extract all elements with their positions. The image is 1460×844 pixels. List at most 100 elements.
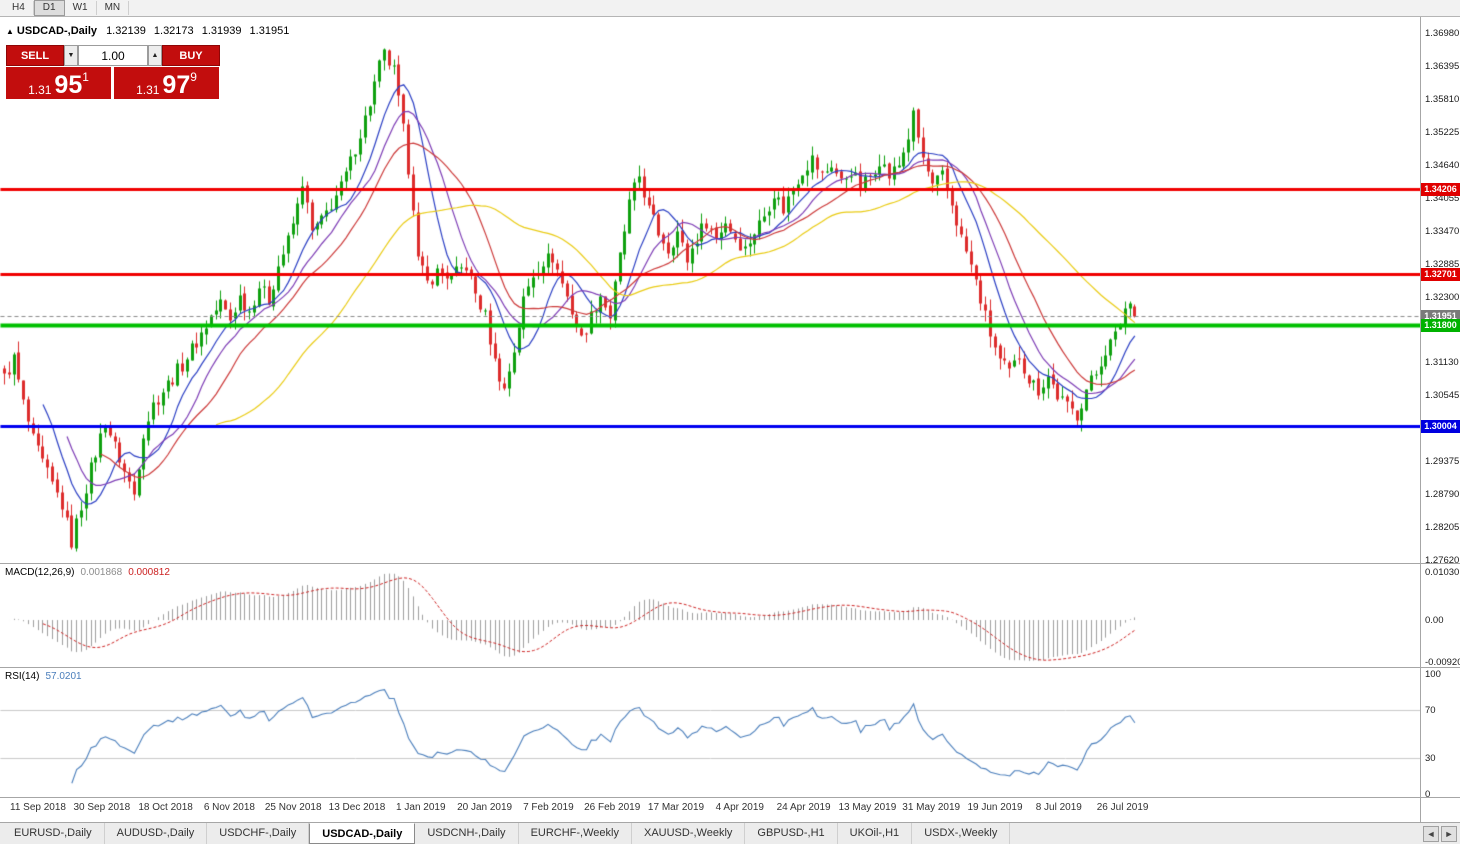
one-click-trading-widget: SELL ▼ 1.00 ▲ BUY 1.31 95 1 1.31 97 9 xyxy=(6,45,220,99)
timeframe-toolbar: H4 D1 W1 MN xyxy=(0,0,1460,17)
buy-price-display[interactable]: 1.31 97 9 xyxy=(114,67,219,99)
symbol-tab-strip: EURUSD-,Daily AUDUSD-,Daily USDCHF-,Daily U… xyxy=(0,823,1423,844)
date-axis-label: 13 Dec 2018 xyxy=(328,802,386,813)
sell-price-prefix: 1.31 xyxy=(28,83,52,97)
date-axis-label: 18 Oct 2018 xyxy=(138,802,193,813)
panel-separator xyxy=(0,797,1460,798)
tab-eurusd-daily[interactable]: EURUSD-,Daily xyxy=(2,823,105,844)
ohlc-low: 1.31939 xyxy=(201,25,242,37)
tab-scroll-right-icon[interactable]: ► xyxy=(1441,825,1457,842)
date-axis-label: 7 Feb 2019 xyxy=(523,802,574,813)
tab-scroll-controls: ◄ ► xyxy=(1423,823,1460,844)
date-axis-label: 26 Feb 2019 xyxy=(584,802,641,813)
buy-price-prefix: 1.31 xyxy=(136,83,160,97)
rsi-value: 57.0201 xyxy=(45,671,82,682)
date-axis-label: 6 Nov 2018 xyxy=(203,802,255,813)
date-axis-label: 11 Sep 2018 xyxy=(10,802,66,813)
tab-gbpusd-h1[interactable]: GBPUSD-,H1 xyxy=(745,823,838,844)
price-axis-label: 1.35810 xyxy=(1425,93,1460,105)
tab-audusd-daily[interactable]: AUDUSD-,Daily xyxy=(105,823,208,844)
tab-usdcad-daily[interactable]: USDCAD-,Daily xyxy=(309,823,416,844)
price-axis-label: 1.28790 xyxy=(1425,489,1460,501)
chart-title: ▲ USDCAD-,Daily 1.32139 1.32173 1.31939 1… xyxy=(6,25,294,37)
macd-name: MACD(12,26,9) xyxy=(5,567,75,578)
chart-window: 1.36980 1.36395 1.35810 1.35225 1.34640 1.340… xyxy=(0,17,1460,822)
price-axis-label: 1.35225 xyxy=(1425,126,1460,138)
tab-bar: EURUSD-,Daily AUDUSD-,Daily USDCHF-,Daily U… xyxy=(0,822,1460,844)
price-axis-label: 1.36395 xyxy=(1425,60,1460,72)
macd-main-value: 0.001868 xyxy=(80,567,123,578)
sell-button[interactable]: SELL xyxy=(6,45,64,66)
macd-axis-label: -0.009203 xyxy=(1425,657,1460,668)
panel-separator xyxy=(0,563,1460,564)
date-axis-label: 30 Sep 2018 xyxy=(73,802,131,813)
volume-decrease-button[interactable]: ▼ xyxy=(64,45,78,66)
date-axis-label: 25 Nov 2018 xyxy=(264,802,322,813)
price-axis-border xyxy=(1420,17,1421,822)
timeframe-button-d1[interactable]: D1 xyxy=(33,0,65,16)
buy-price-big: 97 xyxy=(162,71,191,99)
hline-price-tag: 1.32701 xyxy=(1421,267,1460,281)
rsi-axis-label: 100 xyxy=(1425,669,1441,680)
price-axis-label: 1.27620 xyxy=(1425,555,1460,566)
price-axis-label: 1.34640 xyxy=(1425,159,1460,171)
price-axis-label: 1.32885 xyxy=(1425,258,1460,270)
sell-price-pipette: 1 xyxy=(82,70,89,84)
tab-xauusd-weekly[interactable]: XAUUSD-,Weekly xyxy=(632,823,746,844)
date-axis-label: 24 Apr 2019 xyxy=(776,802,831,813)
timeframe-button-mn[interactable]: MN xyxy=(97,1,130,15)
macd-signal-value: 0.000812 xyxy=(128,567,170,578)
tab-usdcnh-daily[interactable]: USDCNH-,Daily xyxy=(415,823,519,844)
date-axis-label: 26 Jul 2019 xyxy=(1096,802,1149,813)
symbol-marker-icon: ▲ xyxy=(6,27,14,36)
date-axis-label: 1 Jan 2019 xyxy=(396,802,446,813)
date-axis-label: 31 May 2019 xyxy=(902,802,961,813)
price-axis-label: 1.28205 xyxy=(1425,522,1460,534)
timeframe-bar: H4 D1 W1 MN xyxy=(4,0,130,16)
tab-eurchf-weekly[interactable]: EURCHF-,Weekly xyxy=(519,823,632,844)
rsi-name: RSI(14) xyxy=(5,671,40,682)
timeframe-button-h4[interactable]: H4 xyxy=(4,1,34,15)
tab-usdchf-daily[interactable]: USDCHF-,Daily xyxy=(207,823,310,844)
hline-price-tag: 1.30004 xyxy=(1421,419,1460,433)
volume-input[interactable]: 1.00 xyxy=(78,45,148,66)
date-axis-label: 17 Mar 2019 xyxy=(647,802,705,813)
buy-price-pipette: 9 xyxy=(190,70,197,84)
date-axis-label: 20 Jan 2019 xyxy=(457,802,513,813)
tab-ukoil-h1[interactable]: UKOil-,H1 xyxy=(838,823,913,844)
ohlc-high: 1.32173 xyxy=(153,25,194,37)
rsi-axis-label: 0 xyxy=(1425,789,1431,800)
rsi-indicator-label: RSI(14) 57.0201 xyxy=(5,671,88,682)
price-axis-label: 1.30545 xyxy=(1425,390,1460,402)
panel-separator xyxy=(0,667,1460,668)
tab-scroll-left-icon[interactable]: ◄ xyxy=(1423,825,1439,842)
hline-price-tag: 1.34206 xyxy=(1421,183,1460,197)
price-axis-label: 1.33470 xyxy=(1425,225,1460,237)
date-axis-label: 13 May 2019 xyxy=(838,802,897,813)
price-axis-label: 1.32300 xyxy=(1425,291,1460,303)
chart-symbol-label: USDCAD-,Daily xyxy=(16,25,97,37)
rsi-panel-canvas[interactable] xyxy=(0,668,1420,797)
price-axis-label: 1.31130 xyxy=(1425,357,1459,369)
timeframe-button-w1[interactable]: W1 xyxy=(65,1,97,15)
rsi-axis-label: 70 xyxy=(1425,705,1436,716)
sell-price-big: 95 xyxy=(54,71,83,99)
price-axis-label: 1.34055 xyxy=(1425,192,1460,204)
main-chart-canvas[interactable] xyxy=(0,17,1420,563)
macd-axis-label: 0.010301 xyxy=(1425,567,1460,578)
date-axis: 11 Sep 2018 30 Sep 2018 18 Oct 2018 6 Nov 2… xyxy=(0,798,1420,822)
tab-usdx-weekly[interactable]: USDX-,Weekly xyxy=(912,823,1011,844)
sell-price-display[interactable]: 1.31 95 1 xyxy=(6,67,111,99)
ohlc-close: 1.31951 xyxy=(249,25,290,37)
price-axis-label: 1.36980 xyxy=(1425,28,1460,39)
hline-price-tag: 1.31800 xyxy=(1421,318,1460,332)
buy-button[interactable]: BUY xyxy=(162,45,220,66)
chevron-down-icon: ▼ xyxy=(67,52,75,59)
macd-indicator-label: MACD(12,26,9) 0.001868 0.000812 xyxy=(5,567,176,578)
date-axis-label: 19 Jun 2019 xyxy=(967,802,1023,813)
macd-panel-canvas[interactable] xyxy=(0,564,1420,667)
price-axis: 1.36980 1.36395 1.35810 1.35225 1.34640 1.340… xyxy=(0,17,1460,822)
rsi-axis-label: 30 xyxy=(1425,753,1436,764)
volume-increase-button[interactable]: ▲ xyxy=(148,45,162,66)
date-axis-label: 4 Apr 2019 xyxy=(715,802,764,813)
